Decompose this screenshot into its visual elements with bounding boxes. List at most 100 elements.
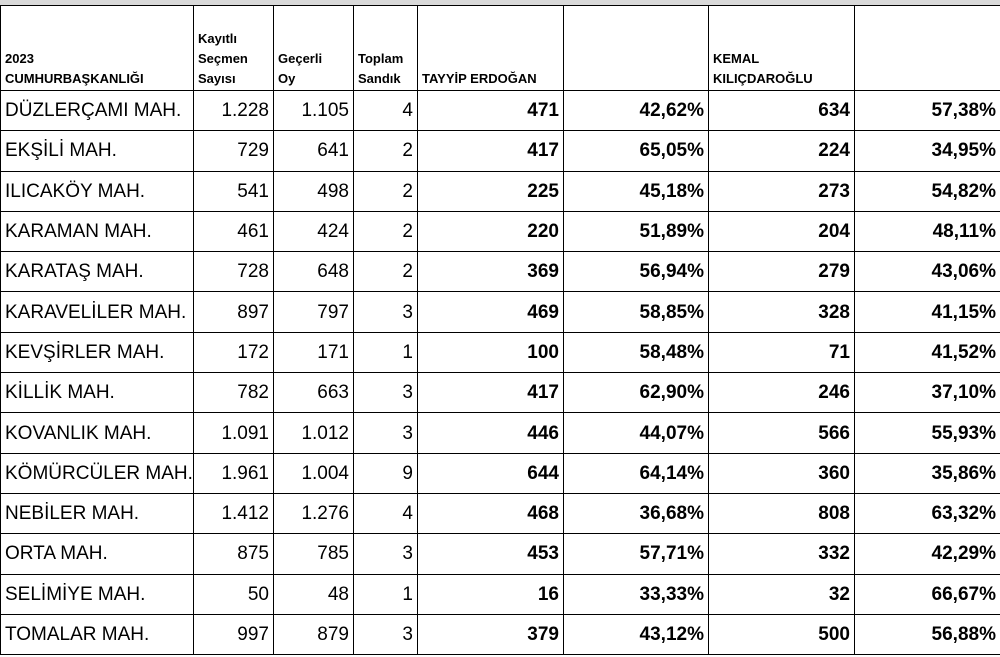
kilicdaroglu-votes-cell[interactable]: 500 <box>708 613 855 656</box>
erdogan-pct-cell[interactable]: 57,71% <box>563 533 709 575</box>
neighborhood-name-cell[interactable]: KÖMÜRCÜLER MAH. <box>0 452 194 494</box>
erdogan-votes-cell[interactable]: 468 <box>417 492 564 535</box>
erdogan-pct-cell[interactable]: 65,05% <box>563 130 709 172</box>
ballot-boxes-cell[interactable]: 3 <box>353 613 418 656</box>
erdogan-votes-cell[interactable]: 471 <box>417 89 564 132</box>
erdogan-pct-cell[interactable]: 58,48% <box>563 331 709 374</box>
header-title-cell[interactable]: 2023 CUMHURBAŞKANLIĞI <box>0 5 194 91</box>
erdogan-votes-cell[interactable]: 379 <box>417 613 564 656</box>
header-candidate1-pct-cell[interactable] <box>563 5 709 91</box>
registered-voters-cell[interactable]: 1.412 <box>193 492 274 535</box>
header-registered-voters-cell[interactable]: Kayıtlı Seçmen Sayısı <box>193 5 274 91</box>
neighborhood-name-cell[interactable]: SELİMİYE MAH. <box>0 573 194 615</box>
valid-votes-cell[interactable]: 1.012 <box>273 412 354 454</box>
neighborhood-name-cell[interactable]: KARATAŞ MAH. <box>0 251 194 293</box>
kilicdaroglu-pct-cell[interactable]: 35,86% <box>854 452 1000 494</box>
valid-votes-cell[interactable]: 641 <box>273 130 354 172</box>
kilicdaroglu-pct-cell[interactable]: 63,32% <box>854 492 1000 535</box>
erdogan-votes-cell[interactable]: 644 <box>417 452 564 494</box>
erdogan-votes-cell[interactable]: 220 <box>417 210 564 253</box>
kilicdaroglu-votes-cell[interactable]: 332 <box>708 533 855 575</box>
registered-voters-cell[interactable]: 541 <box>193 170 274 212</box>
registered-voters-cell[interactable]: 1.228 <box>193 89 274 132</box>
ballot-boxes-cell[interactable]: 2 <box>353 251 418 293</box>
ballot-boxes-cell[interactable]: 4 <box>353 492 418 535</box>
kilicdaroglu-pct-cell[interactable]: 42,29% <box>854 533 1000 575</box>
ballot-boxes-cell[interactable]: 3 <box>353 412 418 454</box>
erdogan-votes-cell[interactable]: 369 <box>417 251 564 293</box>
erdogan-pct-cell[interactable]: 56,94% <box>563 251 709 293</box>
erdogan-pct-cell[interactable]: 51,89% <box>563 210 709 253</box>
valid-votes-cell[interactable]: 171 <box>273 331 354 374</box>
registered-voters-cell[interactable]: 728 <box>193 251 274 293</box>
erdogan-votes-cell[interactable]: 225 <box>417 170 564 212</box>
erdogan-pct-cell[interactable]: 44,07% <box>563 412 709 454</box>
registered-voters-cell[interactable]: 1.091 <box>193 412 274 454</box>
kilicdaroglu-votes-cell[interactable]: 224 <box>708 130 855 172</box>
kilicdaroglu-pct-cell[interactable]: 66,67% <box>854 573 1000 615</box>
valid-votes-cell[interactable]: 1.004 <box>273 452 354 494</box>
kilicdaroglu-votes-cell[interactable]: 71 <box>708 331 855 374</box>
kilicdaroglu-votes-cell[interactable]: 566 <box>708 412 855 454</box>
valid-votes-cell[interactable]: 48 <box>273 573 354 615</box>
header-valid-votes-cell[interactable]: Geçerli Oy <box>273 5 354 91</box>
header-candidate1-cell[interactable]: TAYYİP ERDOĞAN <box>417 5 564 91</box>
erdogan-votes-cell[interactable]: 469 <box>417 291 564 333</box>
ballot-boxes-cell[interactable]: 1 <box>353 331 418 374</box>
erdogan-pct-cell[interactable]: 58,85% <box>563 291 709 333</box>
kilicdaroglu-pct-cell[interactable]: 57,38% <box>854 89 1000 132</box>
ballot-boxes-cell[interactable]: 3 <box>353 533 418 575</box>
registered-voters-cell[interactable]: 1.961 <box>193 452 274 494</box>
registered-voters-cell[interactable]: 461 <box>193 210 274 253</box>
valid-votes-cell[interactable]: 498 <box>273 170 354 212</box>
neighborhood-name-cell[interactable]: TOMALAR MAH. <box>0 613 194 656</box>
erdogan-votes-cell[interactable]: 16 <box>417 573 564 615</box>
ballot-boxes-cell[interactable]: 1 <box>353 573 418 615</box>
ballot-boxes-cell[interactable]: 4 <box>353 89 418 132</box>
neighborhood-name-cell[interactable]: KEVŞİRLER MAH. <box>0 331 194 374</box>
neighborhood-name-cell[interactable]: KOVANLIK MAH. <box>0 412 194 454</box>
erdogan-pct-cell[interactable]: 42,62% <box>563 89 709 132</box>
kilicdaroglu-votes-cell[interactable]: 634 <box>708 89 855 132</box>
registered-voters-cell[interactable]: 50 <box>193 573 274 615</box>
ballot-boxes-cell[interactable]: 2 <box>353 130 418 172</box>
erdogan-pct-cell[interactable]: 62,90% <box>563 372 709 414</box>
neighborhood-name-cell[interactable]: KİLLİK MAH. <box>0 372 194 414</box>
neighborhood-name-cell[interactable]: ORTA MAH. <box>0 533 194 575</box>
kilicdaroglu-pct-cell[interactable]: 41,52% <box>854 331 1000 374</box>
header-candidate2-pct-cell[interactable] <box>854 5 1000 91</box>
erdogan-pct-cell[interactable]: 64,14% <box>563 452 709 494</box>
kilicdaroglu-votes-cell[interactable]: 32 <box>708 573 855 615</box>
ballot-boxes-cell[interactable]: 9 <box>353 452 418 494</box>
registered-voters-cell[interactable]: 875 <box>193 533 274 575</box>
neighborhood-name-cell[interactable]: NEBİLER MAH. <box>0 492 194 535</box>
kilicdaroglu-pct-cell[interactable]: 56,88% <box>854 613 1000 656</box>
registered-voters-cell[interactable]: 782 <box>193 372 274 414</box>
neighborhood-name-cell[interactable]: KARAVELİLER MAH. <box>0 291 194 333</box>
kilicdaroglu-votes-cell[interactable]: 360 <box>708 452 855 494</box>
erdogan-pct-cell[interactable]: 36,68% <box>563 492 709 535</box>
kilicdaroglu-votes-cell[interactable]: 328 <box>708 291 855 333</box>
valid-votes-cell[interactable]: 797 <box>273 291 354 333</box>
valid-votes-cell[interactable]: 785 <box>273 533 354 575</box>
neighborhood-name-cell[interactable]: DÜZLERÇAMI MAH. <box>0 89 194 132</box>
valid-votes-cell[interactable]: 1.105 <box>273 89 354 132</box>
erdogan-pct-cell[interactable]: 33,33% <box>563 573 709 615</box>
kilicdaroglu-votes-cell[interactable]: 808 <box>708 492 855 535</box>
kilicdaroglu-pct-cell[interactable]: 41,15% <box>854 291 1000 333</box>
valid-votes-cell[interactable]: 648 <box>273 251 354 293</box>
valid-votes-cell[interactable]: 424 <box>273 210 354 253</box>
valid-votes-cell[interactable]: 879 <box>273 613 354 656</box>
kilicdaroglu-votes-cell[interactable]: 273 <box>708 170 855 212</box>
kilicdaroglu-pct-cell[interactable]: 34,95% <box>854 130 1000 172</box>
registered-voters-cell[interactable]: 997 <box>193 613 274 656</box>
erdogan-votes-cell[interactable]: 417 <box>417 130 564 172</box>
ballot-boxes-cell[interactable]: 2 <box>353 210 418 253</box>
header-candidate2-cell[interactable]: KEMAL KILIÇDAROĞLU <box>708 5 855 91</box>
erdogan-votes-cell[interactable]: 453 <box>417 533 564 575</box>
header-ballot-boxes-cell[interactable]: Toplam Sandık <box>353 5 418 91</box>
erdogan-votes-cell[interactable]: 100 <box>417 331 564 374</box>
valid-votes-cell[interactable]: 1.276 <box>273 492 354 535</box>
kilicdaroglu-pct-cell[interactable]: 43,06% <box>854 251 1000 293</box>
erdogan-pct-cell[interactable]: 43,12% <box>563 613 709 656</box>
